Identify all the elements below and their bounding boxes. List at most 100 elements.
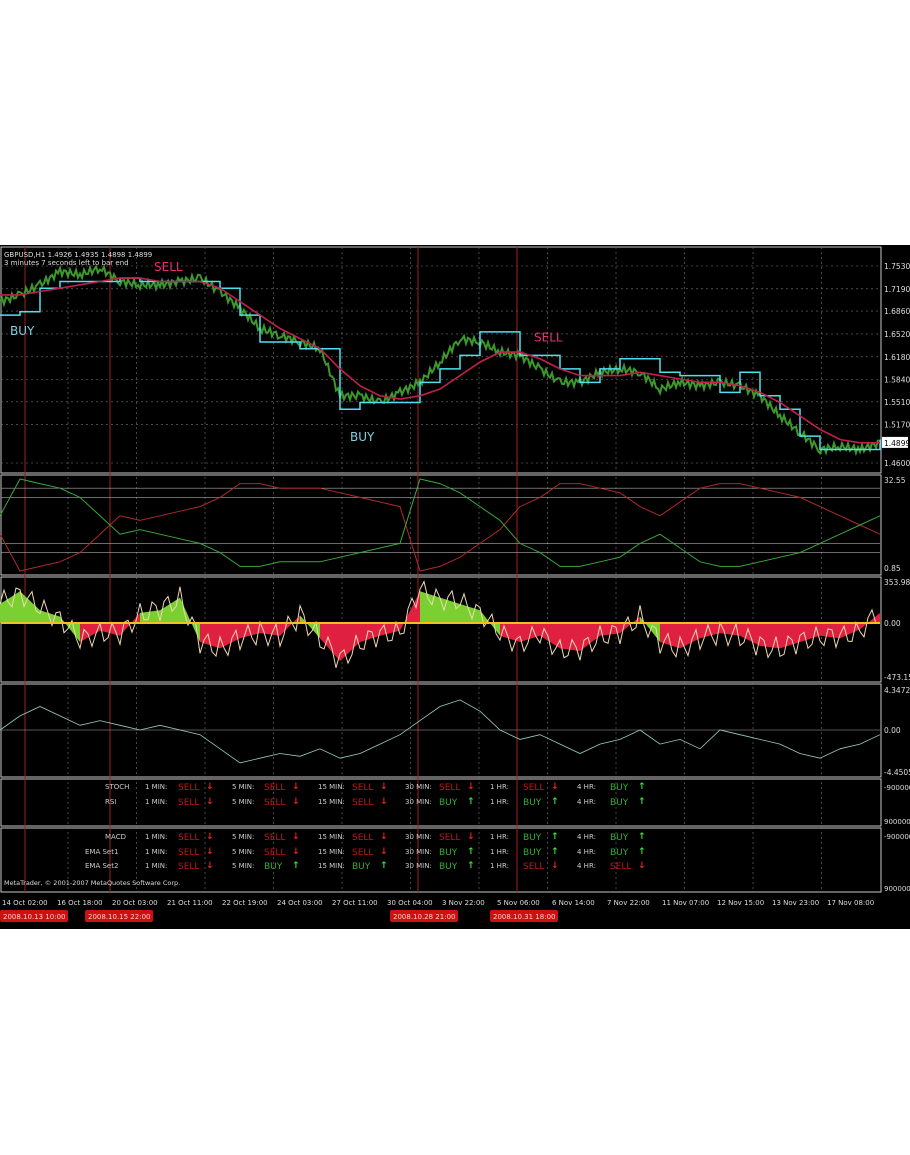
timeframe-label: 15 MIN: — [318, 833, 345, 841]
arrow-up-icon: ↑ — [638, 782, 646, 792]
signal-value: SELL — [264, 848, 285, 858]
signal-scale-label: -9000000 — [884, 784, 910, 792]
stoch-green-series — [0, 478, 881, 567]
timeframe-label: 1 MIN: — [145, 783, 167, 791]
arrow-down-icon: ↓ — [206, 847, 214, 857]
oscillator-tick-label: 0.00 — [884, 726, 901, 735]
arrow-down-icon: ↓ — [380, 797, 388, 807]
arrow-down-icon: ↓ — [206, 782, 214, 792]
symbol-info: GBPUSD,H1 1.4926 1.4935 1.4898 1.4899 — [4, 251, 152, 259]
price-series — [0, 263, 879, 457]
timeframe-label: 30 MIN: — [405, 833, 432, 841]
time-tick-label: 5 Nov 06:00 — [497, 899, 540, 907]
arrow-up-icon: ↑ — [467, 847, 475, 857]
signal-value: BUY — [610, 798, 629, 808]
signal-value: SELL — [523, 862, 544, 872]
pane-frame — [0, 778, 882, 827]
histogram-area — [420, 591, 440, 623]
highlighted-time-label: 2008.10.13 10:00 — [3, 913, 65, 921]
arrow-up-icon: ↑ — [467, 861, 475, 871]
timeframe-label: 30 MIN: — [405, 798, 432, 806]
signal-value: SELL — [352, 783, 373, 793]
signal-value: BUY — [439, 848, 458, 858]
signal-scale-label: 9000000 — [884, 818, 910, 826]
oscillator-tick-label: -4.4505 — [884, 768, 910, 777]
timeframe-label: 5 MIN: — [232, 833, 254, 841]
arrow-down-icon: ↓ — [292, 797, 300, 807]
oscillator-tick-label: 4.3472 — [884, 686, 910, 695]
timeframe-label: 15 MIN: — [318, 862, 345, 870]
stoch-tick-label: 0.85 — [884, 564, 901, 573]
arrow-up-icon: ↑ — [292, 861, 300, 871]
arrow-up-icon: ↑ — [380, 861, 388, 871]
timeframe-label: 1 MIN: — [145, 798, 167, 806]
arrow-down-icon: ↓ — [380, 832, 388, 842]
current-price-box — [882, 436, 908, 448]
arrow-down-icon: ↓ — [467, 782, 475, 792]
price-tick-label: 1.4600 — [884, 459, 910, 468]
histogram-area — [860, 612, 880, 630]
arrow-down-icon: ↓ — [206, 797, 214, 807]
histogram-area — [560, 623, 580, 651]
timeframe-label: 30 MIN: — [405, 848, 432, 856]
highlighted-time-label: 2008.10.15 22:00 — [88, 913, 150, 921]
time-tick-label: 7 Nov 22:00 — [607, 899, 650, 907]
timeframe-label: 5 MIN: — [232, 783, 254, 791]
time-tick-label: 3 Nov 22:00 — [442, 899, 485, 907]
timeframe-label: 5 MIN: — [232, 848, 254, 856]
cyan-step-series — [0, 277, 881, 451]
signal-row-label: EMA Set2 — [85, 862, 118, 870]
histogram-area — [220, 623, 240, 649]
highlighted-time-box — [0, 910, 68, 922]
metatrader-chart-window[interactable]: 1.7530 1.7190 1.6860 1.6520 1.6180 1.5840 1.55… — [0, 245, 910, 929]
histogram-area — [660, 623, 680, 649]
timeframe-label: 1 HR: — [490, 848, 509, 856]
histogram-area — [160, 597, 180, 623]
histogram-tick-label: 353.988 — [884, 578, 910, 587]
signal-value: SELL — [178, 798, 199, 808]
signal-value: BUY — [610, 833, 629, 843]
timeframe-label: 4 HR: — [577, 862, 596, 870]
arrow-up-icon: ↑ — [638, 847, 646, 857]
timeframe-label: 4 HR: — [577, 783, 596, 791]
oscillator-series — [0, 699, 881, 764]
histogram-area — [0, 591, 20, 623]
price-tick-label: 1.7530 — [884, 262, 910, 271]
histogram-tick-label: -473.158 — [884, 673, 910, 682]
signal-value: BUY — [264, 862, 283, 872]
time-tick-label: 14 Oct 02:00 — [2, 899, 48, 907]
timeframe-label: 15 MIN: — [318, 798, 345, 806]
signal-row-label: RSI — [105, 798, 116, 806]
timeframe-label: 5 MIN: — [232, 862, 254, 870]
stoch-red-series — [0, 483, 881, 572]
buy-annotation: BUY — [350, 430, 375, 444]
pane-frame — [0, 474, 882, 576]
highlighted-time-box — [490, 910, 558, 922]
pane-frame — [0, 576, 882, 683]
histogram-area — [360, 623, 380, 643]
arrow-up-icon: ↑ — [551, 797, 559, 807]
timeframe-label: 1 MIN: — [145, 833, 167, 841]
time-tick-label: 13 Nov 23:00 — [772, 899, 819, 907]
histogram-area — [400, 591, 420, 631]
signal-value: BUY — [610, 848, 629, 858]
time-tick-label: 17 Nov 08:00 — [827, 899, 874, 907]
histogram-area — [340, 623, 360, 662]
time-tick-label: 16 Oct 18:00 — [57, 899, 103, 907]
bar-timer: 3 minutes 7 seconds left to bar end — [4, 259, 129, 267]
chart-canvas[interactable]: 1.7530 1.7190 1.6860 1.6520 1.6180 1.5840 1.55… — [0, 245, 910, 929]
signal-value: BUY — [352, 862, 371, 872]
moving-average-series — [0, 277, 880, 444]
buy-annotation: BUY — [10, 324, 35, 338]
histogram-signal-line — [0, 580, 877, 668]
highlighted-time-label: 2008.10.28 21:00 — [393, 913, 455, 921]
histogram-area — [40, 610, 60, 623]
signal-value: BUY — [439, 798, 458, 808]
timeframe-label: 1 HR: — [490, 862, 509, 870]
signal-value: SELL — [439, 783, 460, 793]
signal-value: SELL — [352, 848, 373, 858]
price-tick-label: 1.6520 — [884, 330, 910, 339]
arrow-up-icon: ↑ — [467, 797, 475, 807]
arrow-down-icon: ↓ — [206, 861, 214, 871]
highlighted-time-box — [390, 910, 458, 922]
